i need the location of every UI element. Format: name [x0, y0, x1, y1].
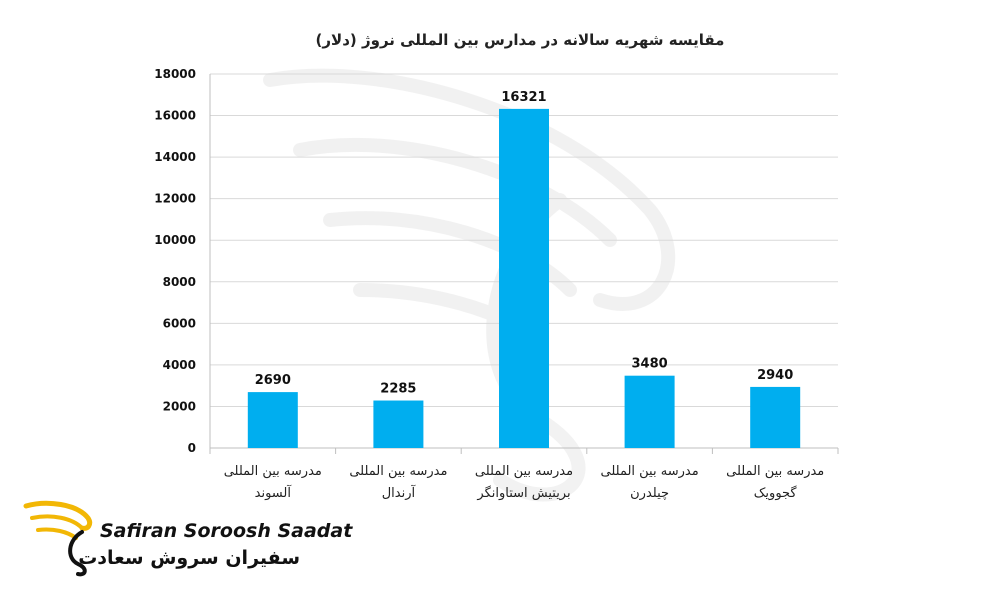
data-label: 2940 — [757, 368, 793, 383]
data-label: 16321 — [501, 90, 546, 105]
y-tick-label: 6000 — [163, 316, 196, 330]
y-tick-label: 10000 — [154, 233, 196, 247]
brand-name-fa: سفیران سروش سعادت — [78, 547, 300, 569]
y-tick-label: 16000 — [154, 109, 196, 123]
y-tick-label: 0 — [188, 441, 196, 455]
brand-logo: Safiran Soroosh Saadat سفیران سروش سعادت — [22, 496, 352, 582]
x-tick-label: بریتیش استاوانگر — [476, 485, 570, 501]
x-tick-label: مدرسه بین المللی — [475, 464, 573, 479]
swan-wing-icon — [23, 500, 93, 577]
y-tick-label: 18000 — [154, 67, 196, 81]
x-tick-label: آرندال — [382, 484, 417, 501]
y-tick-label: 2000 — [163, 399, 196, 413]
data-label: 3480 — [632, 357, 668, 372]
x-tick-label: چیلدرن — [630, 486, 669, 501]
x-tick-label: مدرسه بین المللی — [349, 464, 447, 479]
data-label: 2690 — [255, 373, 291, 388]
x-tick-label: گجوویک — [754, 485, 798, 501]
bar — [750, 386, 801, 448]
x-tick-label: آلسوند — [255, 484, 293, 501]
bar — [373, 400, 424, 448]
x-tick-label: مدرسه بین المللی — [224, 464, 322, 479]
bar — [247, 392, 298, 448]
x-tick-label: مدرسه بین المللی — [601, 464, 699, 479]
y-tick-label: 4000 — [163, 358, 196, 372]
brand-name-en: Safiran Soroosh Saadat — [100, 520, 353, 542]
y-tick-label: 14000 — [154, 150, 196, 164]
chart-title: مقایسه شهریه سالانه در مدارس بین المللی … — [315, 31, 725, 49]
watermark-logo — [263, 68, 676, 502]
x-tick-label: مدرسه بین المللی — [726, 464, 824, 479]
y-tick-label: 12000 — [154, 192, 196, 206]
y-tick-label: 8000 — [163, 275, 196, 289]
bar — [624, 375, 675, 448]
data-label: 2285 — [380, 382, 416, 397]
bar — [499, 108, 549, 448]
